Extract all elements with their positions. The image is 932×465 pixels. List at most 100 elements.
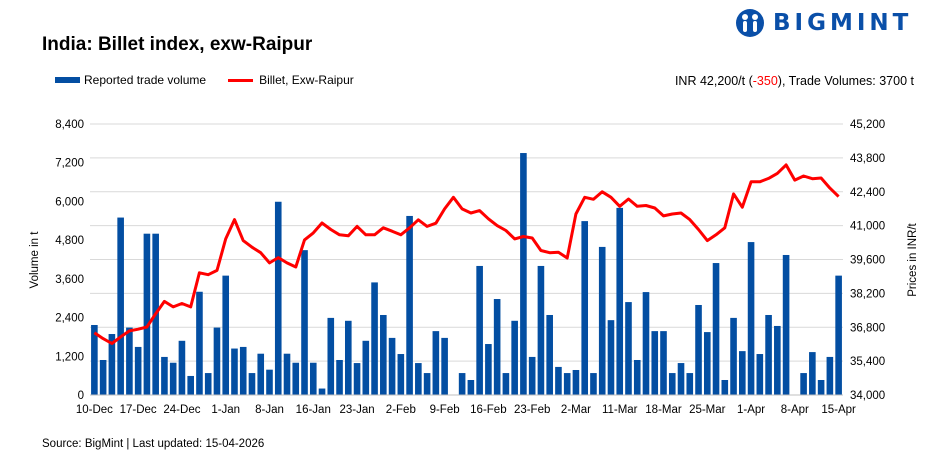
volume-bar [292, 362, 300, 395]
volume-bar [800, 373, 807, 395]
logo-text: BIGMINT [773, 10, 913, 36]
x-axis-tick-label: 1-Apr [737, 404, 765, 416]
volume-bar [318, 388, 326, 395]
volume-bar [178, 340, 186, 395]
x-axis-tick-label: 25-Mar [689, 404, 726, 416]
volume-bar [380, 314, 387, 395]
volume-bar [134, 346, 142, 395]
left-axis-tick-label: 7,200 [55, 158, 84, 170]
volume-bar [91, 324, 98, 395]
left-axis-tick-label: 1,200 [55, 351, 84, 363]
volume-bar [274, 201, 282, 395]
volume-bar [633, 359, 641, 395]
bigmint-logo-icon [736, 9, 764, 37]
volume-bar [415, 363, 422, 395]
volume-bar [695, 304, 702, 395]
volume-bar [686, 373, 694, 395]
volume-bar [441, 337, 448, 395]
x-axis-tick-label: 16-Feb [470, 404, 506, 416]
price-summary: INR 42,200/t (-350), Trade Volumes: 3700… [675, 74, 914, 88]
volume-bar [187, 375, 194, 395]
volume-bar [590, 373, 597, 395]
volume-bar [607, 320, 615, 395]
volume-bar [485, 344, 492, 395]
right-axis-tick-label: 34,000 [850, 390, 885, 402]
x-axis-tick-label: 2-Feb [386, 404, 416, 416]
volume-bar [458, 373, 466, 395]
volume-bar [703, 332, 711, 395]
volume-bar [362, 340, 370, 395]
volume-bar [266, 369, 273, 395]
legend-label-volume: Reported trade volume [84, 73, 207, 87]
summary-change: -350 [752, 74, 778, 88]
left-axis-title: Volume in t [29, 231, 41, 289]
x-axis-tick-label: 2-Mar [561, 404, 591, 416]
volume-bar [660, 331, 667, 395]
volume-bar [493, 299, 501, 395]
volume-bar [809, 352, 816, 395]
volume-bar [248, 373, 256, 395]
volume-bar [581, 221, 589, 395]
legend-item-volume: Reported trade volume [55, 73, 206, 87]
legend-item-price: Billet, Exw-Raipur [228, 73, 354, 87]
volume-bar [677, 363, 685, 395]
x-axis-tick-label: 24-Dec [163, 404, 200, 416]
volume-bar [231, 348, 238, 395]
volume-bar [625, 302, 632, 395]
volume-bar [555, 366, 562, 395]
x-axis-tick-label: 8-Jan [255, 404, 284, 416]
volume-bar [598, 246, 606, 395]
x-axis-tick-label: 10-Dec [76, 404, 113, 416]
volume-bar [826, 356, 834, 395]
volume-bar [511, 320, 518, 395]
volume-bar [476, 265, 483, 395]
volume-bar [774, 325, 781, 395]
volume-bar [756, 354, 764, 395]
volume-bar [712, 263, 720, 395]
volume-bar [616, 207, 624, 395]
bigmint-logo: BIGMINT [735, 8, 912, 38]
volume-bar [257, 353, 265, 395]
volume-bar [432, 331, 440, 395]
x-axis-tick-label: 9-Feb [430, 404, 460, 416]
volume-bar [730, 317, 737, 395]
volume-bar [143, 233, 151, 395]
volume-bar [169, 362, 177, 395]
volume-bar [563, 373, 571, 395]
volume-bar [537, 265, 545, 395]
volume-bar [353, 363, 361, 395]
volume-bar [99, 359, 107, 395]
volume-bar [642, 292, 650, 395]
volume-bar [765, 314, 772, 395]
legend: Reported trade volume Billet, Exw-Raipur [55, 73, 376, 87]
volume-bar [309, 362, 317, 395]
right-axis-tick-label: 41,000 [850, 221, 885, 233]
right-axis-tick-label: 36,800 [850, 322, 885, 334]
volume-bar [204, 373, 212, 395]
volume-bar [502, 373, 510, 395]
volume-bar [327, 317, 335, 395]
volume-bar [371, 282, 378, 395]
volume-bar [835, 275, 842, 395]
volume-bar [520, 153, 527, 395]
right-axis-tick-label: 38,200 [850, 288, 885, 300]
volume-bar [397, 354, 405, 395]
volume-bar [222, 275, 230, 395]
volume-bar [423, 373, 431, 395]
volume-bar [782, 254, 790, 395]
volume-bar [572, 369, 580, 395]
x-axis-tick-label: 11-Mar [602, 404, 638, 416]
volume-bar [301, 250, 308, 395]
x-axis-tick-label: 1-Jan [211, 404, 240, 416]
volume-bar [747, 242, 755, 395]
volume-bar [546, 314, 553, 395]
left-axis-tick-label: 6,000 [55, 196, 84, 208]
volume-bar [213, 327, 221, 395]
volume-bar [651, 331, 659, 395]
x-axis-tick-label: 15-Apr [821, 404, 856, 416]
right-axis-tick-label: 35,400 [850, 356, 885, 368]
volume-bar [406, 215, 413, 395]
volume-bar [196, 291, 203, 395]
volume-bar [108, 334, 116, 395]
